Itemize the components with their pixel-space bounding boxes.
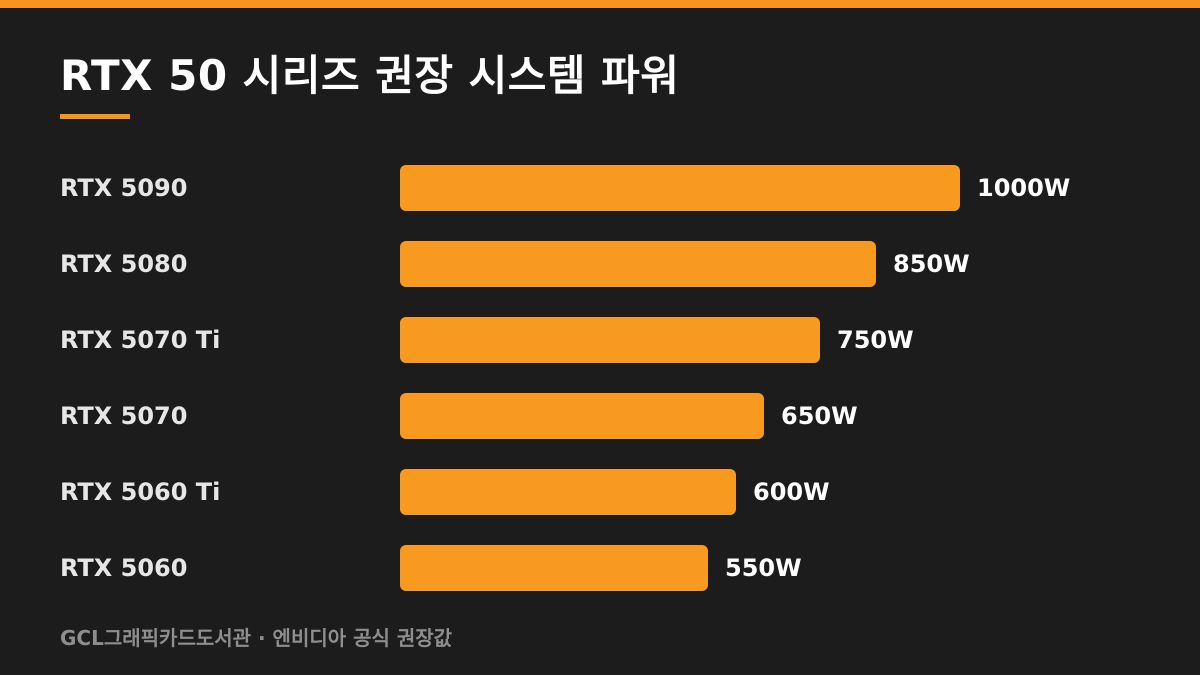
bar-row: RTX 5090 1000W <box>0 165 1200 211</box>
category-label: RTX 5080 <box>60 250 188 278</box>
category-label: RTX 5070 <box>60 402 188 430</box>
bar <box>400 241 876 287</box>
bar-row: RTX 5060 550W <box>0 545 1200 591</box>
bar-value-label: 550W <box>725 554 802 582</box>
bar <box>400 165 960 211</box>
category-label: RTX 5060 Ti <box>60 478 221 506</box>
top-accent-bar <box>0 0 1200 8</box>
bar-value-label: 600W <box>753 478 830 506</box>
bar-value-label: 850W <box>893 250 970 278</box>
title-underline <box>60 114 130 119</box>
category-label: RTX 5060 <box>60 554 188 582</box>
category-label: RTX 5090 <box>60 174 188 202</box>
bar-row: RTX 5080 850W <box>0 241 1200 287</box>
bar-value-label: 750W <box>837 326 914 354</box>
bar <box>400 545 708 591</box>
bar-value-label: 1000W <box>977 174 1071 202</box>
bar-value-label: 650W <box>781 402 858 430</box>
chart-title: RTX 50 시리즈 권장 시스템 파워 <box>60 51 680 100</box>
category-label: RTX 5070 Ti <box>60 326 221 354</box>
bar-row: RTX 5060 Ti 600W <box>0 469 1200 515</box>
bar-row: RTX 5070 650W <box>0 393 1200 439</box>
bar <box>400 317 820 363</box>
source-footer: GCL그래픽카드도서관 · 엔비디아 공식 권장값 <box>60 626 453 650</box>
bar-row: RTX 5070 Ti 750W <box>0 317 1200 363</box>
bar <box>400 469 736 515</box>
bar <box>400 393 764 439</box>
